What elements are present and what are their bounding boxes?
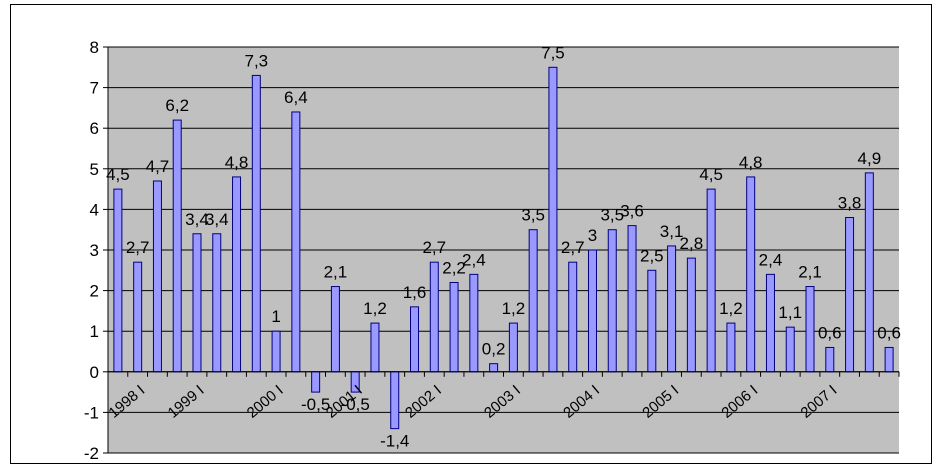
bar bbox=[726, 322, 736, 373]
data-label: 0,2 bbox=[482, 340, 506, 359]
data-label: 6,4 bbox=[284, 88, 308, 107]
bar bbox=[410, 306, 420, 373]
data-label: 3,4 bbox=[185, 210, 209, 229]
bar bbox=[172, 119, 182, 373]
data-label: 2,7 bbox=[422, 238, 446, 257]
y-tick-label: 0 bbox=[90, 363, 99, 382]
bar bbox=[864, 172, 874, 373]
data-label: 6,2 bbox=[165, 96, 189, 115]
bar bbox=[805, 286, 815, 373]
data-label: 1,2 bbox=[719, 299, 743, 318]
bar bbox=[449, 281, 459, 373]
data-label: 1,1 bbox=[778, 303, 802, 322]
bar bbox=[192, 233, 202, 373]
bar bbox=[429, 261, 439, 373]
bar bbox=[765, 273, 775, 373]
bar bbox=[785, 326, 795, 373]
data-label: 7,3 bbox=[244, 51, 268, 70]
y-tick-label: -2 bbox=[84, 444, 99, 463]
bar bbox=[271, 330, 281, 373]
bar bbox=[489, 363, 499, 373]
bar bbox=[330, 286, 340, 373]
data-label: 2,4 bbox=[462, 250, 486, 269]
bar bbox=[469, 273, 479, 373]
bar bbox=[825, 346, 835, 373]
data-label: 7,5 bbox=[541, 43, 565, 62]
data-label: 4,7 bbox=[146, 157, 170, 176]
bar bbox=[251, 74, 261, 373]
data-label: 3 bbox=[588, 226, 597, 245]
y-tick-label: 4 bbox=[90, 200, 99, 219]
bar bbox=[291, 111, 301, 373]
bar bbox=[587, 249, 597, 373]
bar bbox=[667, 245, 677, 373]
data-label: 3,8 bbox=[838, 194, 862, 213]
data-label: 2,1 bbox=[798, 263, 822, 282]
bar bbox=[746, 176, 756, 373]
data-label: 1 bbox=[271, 307, 280, 326]
bar bbox=[647, 269, 657, 373]
bar bbox=[568, 261, 578, 373]
y-tick-label: 3 bbox=[90, 241, 99, 260]
data-label: 3,1 bbox=[660, 222, 684, 241]
data-label: 4,9 bbox=[858, 149, 882, 168]
data-label: 3,5 bbox=[521, 206, 545, 225]
data-label: 4,8 bbox=[739, 153, 763, 172]
data-label: 2,5 bbox=[640, 246, 664, 265]
y-tick-label: 5 bbox=[90, 160, 99, 179]
bar bbox=[370, 322, 380, 373]
bar bbox=[627, 225, 637, 373]
y-tick-label: -1 bbox=[84, 403, 99, 422]
bar bbox=[706, 188, 716, 373]
bar bbox=[686, 257, 696, 373]
bar bbox=[508, 322, 518, 373]
data-label: 2,1 bbox=[324, 263, 348, 282]
data-label: 3,6 bbox=[620, 202, 644, 221]
y-tick-label: 6 bbox=[90, 119, 99, 138]
bar bbox=[548, 66, 558, 373]
data-label: 4,5 bbox=[106, 165, 130, 184]
data-label: 2,8 bbox=[680, 234, 704, 253]
y-tick-label: 7 bbox=[90, 79, 99, 98]
data-label: -1,4 bbox=[380, 432, 409, 451]
bar bbox=[212, 233, 222, 373]
bar bbox=[390, 371, 400, 430]
y-tick-label: 2 bbox=[90, 282, 99, 301]
data-label: 0,6 bbox=[877, 323, 901, 342]
y-tick-label: 8 bbox=[90, 38, 99, 57]
bar bbox=[607, 229, 617, 373]
bar bbox=[152, 180, 162, 373]
data-label: 3,4 bbox=[205, 210, 229, 229]
data-label: 1,2 bbox=[363, 299, 387, 318]
data-label: 1,6 bbox=[403, 283, 427, 302]
data-label: 2,4 bbox=[759, 250, 783, 269]
data-label: 4,5 bbox=[699, 165, 723, 184]
data-label: 1,2 bbox=[502, 299, 526, 318]
bar bbox=[845, 217, 855, 373]
data-label: 2,7 bbox=[561, 238, 585, 257]
data-label: 4,8 bbox=[225, 153, 249, 172]
bar bbox=[311, 371, 321, 393]
data-label: 3,5 bbox=[600, 206, 624, 225]
data-label: 2,7 bbox=[126, 238, 150, 257]
bar bbox=[528, 229, 538, 373]
y-tick-label: 1 bbox=[90, 322, 99, 341]
bar bbox=[884, 346, 894, 373]
bar bbox=[133, 261, 143, 373]
data-label: 0,6 bbox=[818, 323, 842, 342]
data-label: 2,2 bbox=[442, 258, 466, 277]
data-label: -0,5 bbox=[341, 395, 370, 414]
bar bbox=[232, 176, 242, 373]
data-label: -0,5 bbox=[301, 395, 330, 414]
bar bbox=[113, 188, 123, 373]
